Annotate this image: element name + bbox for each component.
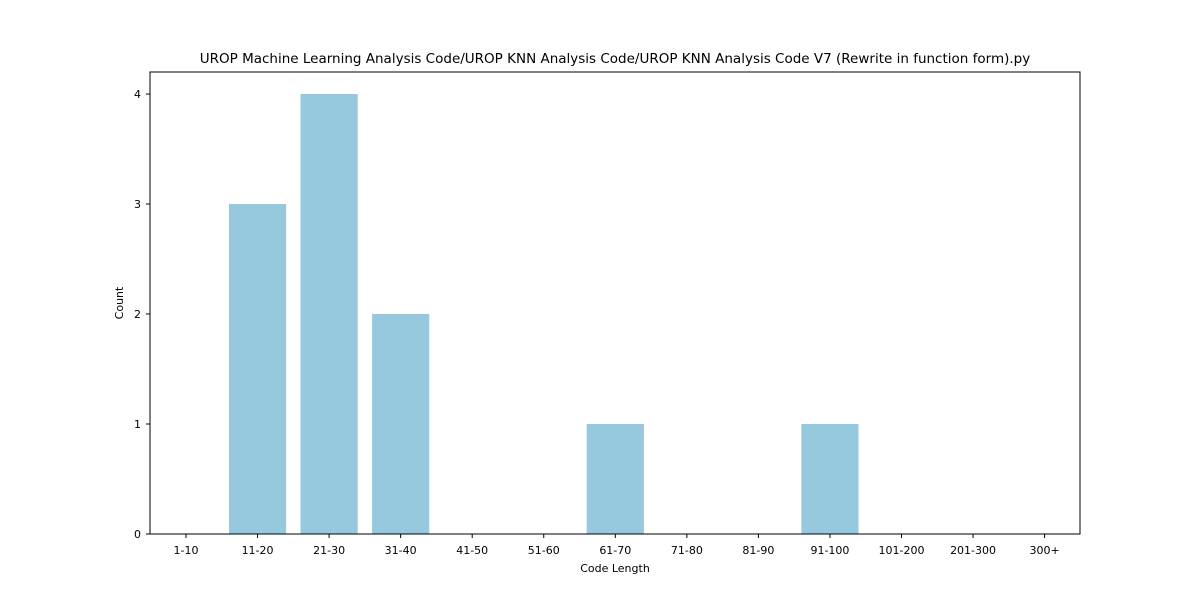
x-tick-label: 61-70: [599, 544, 631, 557]
x-tick-label: 11-20: [242, 544, 274, 557]
y-axis-label: Count: [113, 286, 126, 319]
chart-title: UROP Machine Learning Analysis Code/UROP…: [200, 51, 1030, 67]
y-tick-label: 2: [134, 308, 141, 321]
x-tick-label: 41-50: [456, 544, 488, 557]
x-tick-label: 31-40: [385, 544, 417, 557]
bar-31-40: [372, 314, 430, 534]
bar-11-20: [228, 204, 287, 534]
x-tick-label: 21-30: [313, 544, 345, 557]
y-tick-label: 0: [134, 528, 141, 541]
y-tick-label: 4: [134, 88, 141, 101]
bar-61-70: [586, 424, 644, 534]
x-axis-ticks: 1-10 11-20 21-30 31-40 41-50 51-60 61-70 71-80 8…: [174, 534, 1060, 557]
x-tick-label: 71-80: [671, 544, 703, 557]
y-tick-label: 3: [134, 198, 141, 211]
bars-group: [228, 94, 859, 534]
x-tick-label: 81-90: [742, 544, 774, 557]
x-tick-label: 1-10: [174, 544, 199, 557]
x-tick-label: 101-200: [879, 544, 925, 557]
bar-91-100: [801, 424, 859, 534]
bar-21-30: [300, 94, 358, 534]
y-axis-ticks: 0 1 2 3 4: [134, 88, 150, 541]
plot-area-frame: [149, 71, 1081, 535]
x-tick-label: 91-100: [810, 544, 849, 557]
x-tick-label: 51-60: [528, 544, 560, 557]
y-tick-label: 1: [134, 418, 141, 431]
x-tick-label: 300+: [1029, 544, 1059, 557]
x-tick-label: 201-300: [950, 544, 996, 557]
x-axis-label: Code Length: [580, 562, 650, 575]
